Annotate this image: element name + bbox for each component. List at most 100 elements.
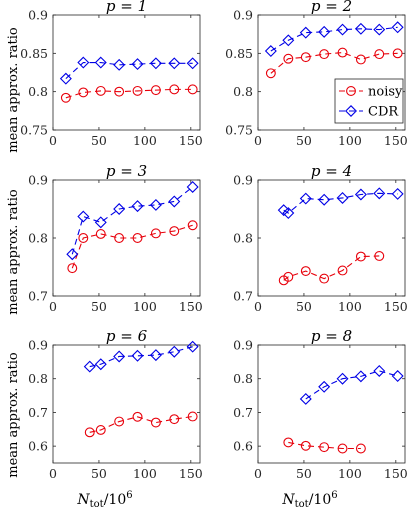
x-tick-label: 0 [49,466,57,481]
data-point [391,21,404,34]
data-point [336,23,349,36]
data-point [168,195,181,208]
data-point [78,87,89,98]
data-point [336,372,349,385]
x-tick-label: 150 [179,299,203,314]
x-tick-label: 150 [179,466,203,481]
xlabel-sub: tot [90,499,104,510]
y-tick-label: 0.9 [233,8,253,23]
chart-panel-2: p = 2 0 50 100 150 0.75 0.8 0.85 0.9 noisy CDR [225,0,408,148]
y-tick-label: 0.6 [28,439,48,454]
series-line [71,186,193,255]
x-tick-label: 0 [49,299,57,314]
y-tick-label: 0.9 [28,338,48,353]
data-point [187,220,198,231]
y-tick-label: 0.9 [233,338,253,353]
x-tick-label: 150 [384,299,408,314]
data-point [150,228,161,239]
x-tick-label: 50 [91,299,107,314]
data-point [67,263,78,274]
x-tick-label: 100 [338,466,362,481]
data-point [94,56,107,69]
data-point [95,85,106,96]
ylabel-row-1: mean approx. ratio [6,27,21,153]
x-tick-label: 100 [133,466,157,481]
data-point [337,443,348,454]
x-tick-label: 0 [254,466,262,481]
xlabel-sup: 6 [331,490,337,501]
x-tick-label: 150 [179,133,203,148]
panels: p = 1 0 50 100 150 0.75 0.8 0.85 0.9 p = 2 0 50 100 1… [20,0,408,481]
y-tick-label: 0.9 [28,8,48,23]
y-tick-label: 0.85 [20,46,48,61]
xlabel-left: Ntot/106 [76,490,132,510]
data-point [132,233,143,243]
data-point [282,34,295,47]
data-point [373,364,386,377]
data-point [131,349,144,362]
data-point [149,198,162,211]
legend-label: noisy [368,85,403,100]
data-point [318,193,331,206]
y-tick-label: 0.8 [233,84,253,99]
data-point [283,437,294,448]
ylabel-row-2: mean approx. ratio [6,189,21,315]
data-point [60,92,71,103]
x-tick-label: 50 [91,466,107,481]
x-tick-label: 0 [254,133,262,148]
series-line [89,415,193,433]
series-line [283,255,380,281]
xlabel-sub: tot [295,499,309,510]
chart-panel-5: p = 6 0 50 100 150 0.6 0.7 0.8 0.9 [28,327,203,481]
panel-title: p = 4 [311,162,352,180]
y-tick-label: 0.9 [233,173,253,188]
data-point [77,56,90,69]
x-tick-label: 50 [296,299,312,314]
series-noisy [84,411,198,438]
data-point [282,207,295,220]
legend-marker [345,105,357,117]
xlabel-rest: /10 [104,492,127,508]
legend-box [334,78,404,124]
data-point [283,271,294,282]
data-point [168,345,181,358]
data-point [149,349,162,362]
y-tick-label: 0.75 [20,123,48,138]
panel-title: p = 8 [311,327,352,345]
data-point [83,360,96,373]
y-tick-label: 0.8 [28,231,48,246]
panel-title: p = 1 [106,0,147,15]
series-noisy [278,251,385,286]
ylabel-row-3: mean approx. ratio [6,352,21,478]
data-point [169,414,180,425]
data-point [169,226,180,236]
series-cdr [264,21,404,58]
data-point [187,84,198,95]
data-point [94,358,107,371]
axis-frame [257,14,406,131]
axis-frame [257,344,406,464]
y-tick-label: 0.7 [28,289,48,304]
data-point [95,425,106,435]
legend: noisy CDR [334,78,404,124]
y-tick-label: 0.8 [233,371,253,386]
axis-frame [52,179,201,297]
data-point [113,58,126,71]
series-noisy [60,84,198,103]
data-point [150,417,161,428]
y-tick-label: 0.9 [28,173,48,188]
series-cdr [299,364,404,405]
series-cdr [59,56,199,85]
data-point [391,187,404,200]
data-point [114,233,125,243]
data-point [354,188,367,201]
series-line [65,61,193,80]
xlabel-main: N [281,492,295,508]
data-point [374,251,385,261]
data-point [355,54,366,65]
y-tick-label: 0.8 [233,231,253,246]
data-point [264,45,277,58]
x-tick-label: 150 [384,466,408,481]
data-point [355,251,366,262]
y-tick-label: 0.8 [28,84,48,99]
